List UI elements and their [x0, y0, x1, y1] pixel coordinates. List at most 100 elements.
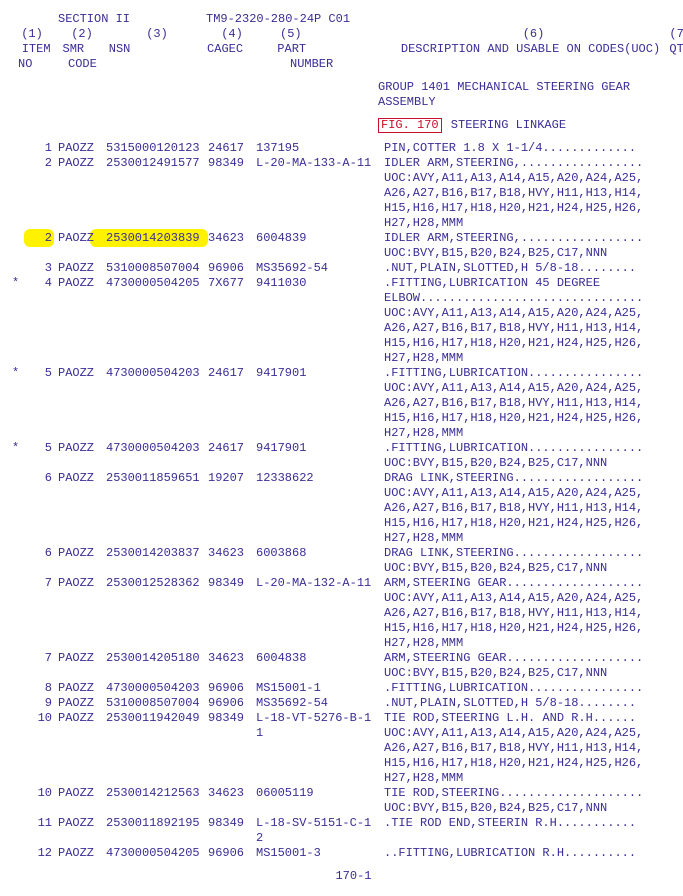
cagec: [208, 291, 256, 306]
cagec: [208, 336, 256, 351]
item-no: 9: [20, 696, 58, 711]
item-no: [20, 201, 58, 216]
star-mark: [12, 606, 20, 621]
cagec: [208, 456, 256, 471]
part-number: [256, 486, 376, 501]
qty: [659, 246, 683, 261]
cagec: 24617: [208, 366, 256, 381]
group-row-2: ASSEMBLY: [12, 95, 683, 110]
table-row: UOC:AVY,A11,A13,A14,A15,A20,A24,A25,: [12, 171, 683, 186]
part-number: L-18-SV-5151-C-1: [256, 816, 376, 831]
table-row: 2PAOZZ253001249157798349L-20-MA-133-A-11…: [12, 156, 683, 171]
fig-title: STEERING LINKAGE: [444, 118, 566, 132]
qty: 1: [659, 576, 683, 591]
item-no: 5: [20, 441, 58, 456]
star-mark: [12, 711, 20, 726]
part-number: [256, 771, 376, 786]
group-row-1: GROUP 1401 MECHANICAL STEERING GEAR: [12, 80, 683, 95]
star-mark: [12, 576, 20, 591]
star-mark: [12, 261, 20, 276]
description: A26,A27,B16,B17,B18,HVY,H11,H13,H14,: [376, 741, 659, 756]
nsn: [106, 486, 208, 501]
table-row: H27,H28,MMM: [12, 771, 683, 786]
nsn: [106, 456, 208, 471]
qty: 1: [659, 261, 683, 276]
description: H15,H16,H17,H18,H20,H21,H24,H25,H26,: [376, 201, 659, 216]
star-mark: [12, 291, 20, 306]
description: UOC:AVY,A11,A13,A14,A15,A20,A24,A25,: [376, 726, 659, 741]
star-mark: [12, 186, 20, 201]
description: H27,H28,MMM: [376, 216, 659, 231]
part-number: 12338622: [256, 471, 376, 486]
part-number: 6003868: [256, 546, 376, 561]
cagec: [208, 486, 256, 501]
cagec: [208, 306, 256, 321]
item-no: 7: [20, 576, 58, 591]
item-no: [20, 771, 58, 786]
description: A26,A27,B16,B17,B18,HVY,H11,H13,H14,: [376, 606, 659, 621]
qty: [659, 771, 683, 786]
nsn: 5315000120123: [106, 141, 208, 156]
smr-code: [58, 606, 106, 621]
table-row: H15,H16,H17,H18,H20,H21,H24,H25,H26,: [12, 621, 683, 636]
table-row: 1PAOZZ531500012012324617137195PIN,COTTER…: [12, 141, 683, 156]
star-mark: [12, 651, 20, 666]
nsn: [106, 771, 208, 786]
star-mark: [12, 501, 20, 516]
description: UOC:AVY,A11,A13,A14,A15,A20,A24,A25,: [376, 486, 659, 501]
page-number: 170-1: [12, 869, 683, 884]
nsn: [106, 561, 208, 576]
description: A26,A27,B16,B17,B18,HVY,H11,H13,H14,: [376, 501, 659, 516]
table-row: 6PAOZZ2530014203837346236003868DRAG LINK…: [12, 546, 683, 561]
table-row: 2PAOZZ2530014203839346236004839IDLER ARM…: [12, 231, 683, 246]
table-row: UOC:BVY,B15,B20,B24,B25,C17,NNN: [12, 666, 683, 681]
fig-link[interactable]: FIG. 170: [378, 118, 442, 133]
qty: [659, 726, 683, 741]
table-row: 7PAOZZ2530014205180346236004838ARM,STEER…: [12, 651, 683, 666]
item-no: [20, 291, 58, 306]
fig-row: FIG. 170 STEERING LINKAGE: [12, 118, 683, 133]
table-row: 1UOC:AVY,A11,A13,A14,A15,A20,A24,A25,: [12, 726, 683, 741]
smr-code: [58, 381, 106, 396]
nsn: [106, 306, 208, 321]
smr-code: [58, 801, 106, 816]
nsn: [106, 591, 208, 606]
table-row: UOC:BVY,B15,B20,B24,B25,C17,NNN: [12, 801, 683, 816]
qty: 6: [659, 141, 683, 156]
nsn: 4730000504203: [106, 681, 208, 696]
cagec: [208, 516, 256, 531]
star-mark: [12, 681, 20, 696]
nsn: [106, 396, 208, 411]
qty: 1: [659, 156, 683, 171]
qty: [659, 291, 683, 306]
item-no: [20, 561, 58, 576]
nsn: [106, 411, 208, 426]
parts-table: 1PAOZZ531500012012324617137195PIN,COTTER…: [12, 141, 683, 861]
part-number: [256, 606, 376, 621]
part-number: [256, 516, 376, 531]
star-mark: [12, 411, 20, 426]
item-no: 6: [20, 546, 58, 561]
smr-code: [58, 516, 106, 531]
part-number: 9417901: [256, 366, 376, 381]
cagec: [208, 561, 256, 576]
smr-code: PAOZZ: [58, 471, 106, 486]
description: H15,H16,H17,H18,H20,H21,H24,H25,H26,: [376, 756, 659, 771]
table-row: A26,A27,B16,B17,B18,HVY,H11,H13,H14,: [12, 501, 683, 516]
nsn: 2530014212563: [106, 786, 208, 801]
nsn: [106, 831, 208, 846]
part-number: 06005119: [256, 786, 376, 801]
table-row: H27,H28,MMM: [12, 351, 683, 366]
cagec: [208, 741, 256, 756]
part-number: [256, 171, 376, 186]
smr-code: PAOZZ: [58, 786, 106, 801]
part-number: [256, 756, 376, 771]
cagec: [208, 396, 256, 411]
nsn: [106, 426, 208, 441]
description: ARM,STEERING GEAR...................: [376, 651, 659, 666]
nsn: [106, 336, 208, 351]
table-row: H27,H28,MMM: [12, 531, 683, 546]
cagec: [208, 606, 256, 621]
description: ARM,STEERING GEAR...................: [376, 576, 659, 591]
nsn: 2530012491577: [106, 156, 208, 171]
